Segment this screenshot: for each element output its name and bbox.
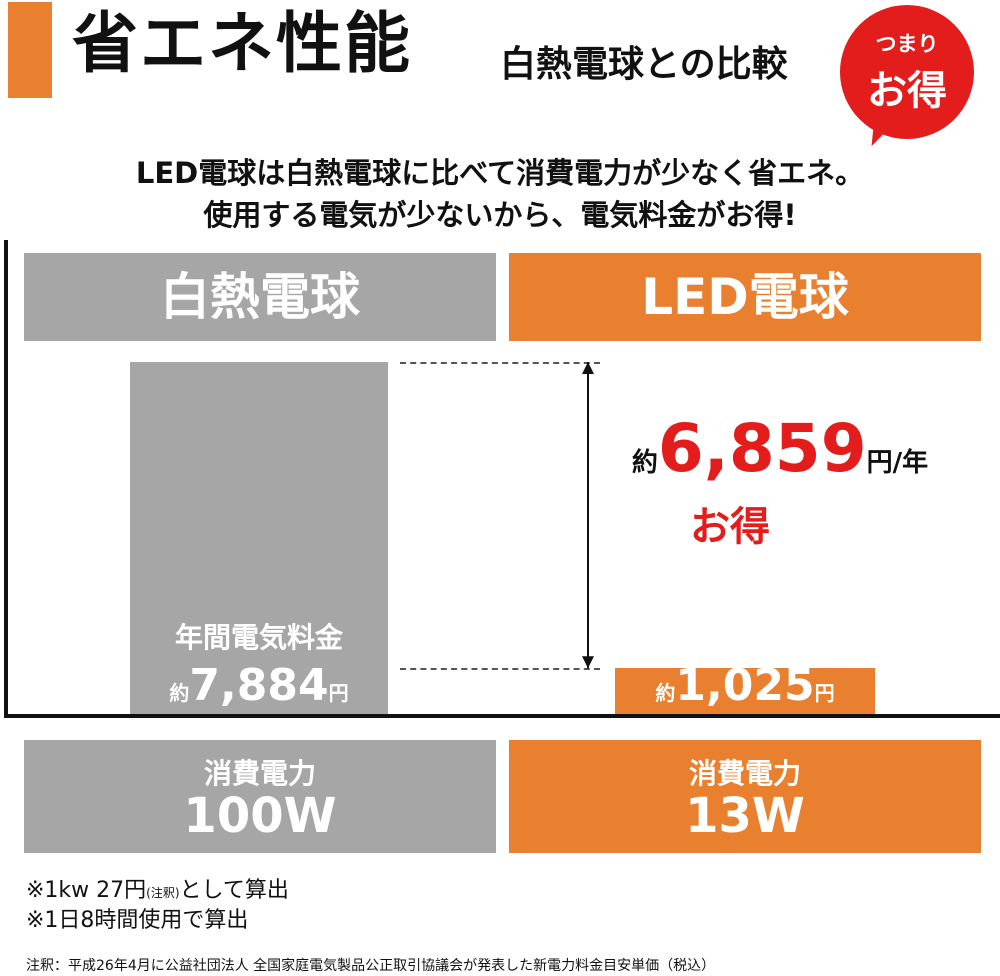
savings-amount: 約6,859円/年 (600, 410, 960, 487)
chart-x-axis (4, 714, 1000, 718)
bar-incandescent (130, 362, 388, 714)
intro-line-2: 使用する電気が少ないから、電気料金がお得! (203, 198, 797, 232)
footnote: 注釈：平成26年4月に公益社団法人 全国家庭電気製品公正取引協議会が発表した新電… (26, 958, 716, 974)
value-prefix: 約 (169, 681, 190, 705)
bar-label-incandescent: 年間電気料金 (174, 621, 343, 654)
difference-arrow-icon (582, 362, 594, 669)
note-line-2: ※1日8時間使用で算出 (26, 908, 249, 933)
power-value: 13W (685, 788, 805, 844)
dashed-line-top (400, 362, 600, 364)
page-subtitle: 白熱電球との比較 (500, 44, 788, 85)
savings-number: 6,859 (657, 410, 867, 487)
power-box-incandescent: 消費電力 100W (24, 740, 496, 853)
page-title: 省エネ性能 (72, 5, 412, 82)
value-unit: 円 (814, 681, 835, 705)
chart-y-axis (4, 240, 8, 718)
speech-bubble (840, 5, 974, 139)
bar-led (615, 668, 875, 714)
title-accent-bar (8, 2, 52, 98)
value-prefix: 約 (655, 681, 676, 705)
savings-prefix: 約 (631, 448, 658, 478)
intro-line-1: LED電球は白熱電球に比べて消費電力が少なく省エネ。 (135, 156, 865, 190)
value-number: 7,884 (189, 660, 329, 711)
bubble-small-text: つまり (875, 32, 939, 56)
column-header-incandescent: 白熱電球 (24, 253, 496, 341)
note-tail: として算出 (179, 878, 289, 903)
bubble-big-text: お得 (867, 68, 947, 114)
savings-label: お得 (690, 504, 770, 550)
value-unit: 円 (328, 681, 349, 705)
note-small: (注釈) (146, 886, 180, 900)
bar-value-led: 約1,025円 (615, 660, 875, 711)
dashed-line-bottom (400, 668, 600, 671)
bar-label-led: 年間電気料金 (660, 621, 829, 654)
power-label: 消費電力 (688, 757, 801, 790)
power-label: 消費電力 (203, 757, 316, 790)
bar-value-incandescent: 約7,884円 (130, 660, 388, 711)
column-header-led: LED電球 (509, 253, 981, 341)
power-value: 100W (183, 788, 337, 844)
savings-unit: 円/年 (866, 448, 929, 478)
power-box-led: 消費電力 13W (509, 740, 981, 853)
note-line-1: ※1kw 27円(注釈)として算出 (26, 872, 289, 904)
note-main: ※1kw 27円 (26, 878, 147, 903)
value-number: 1,025 (675, 660, 815, 711)
